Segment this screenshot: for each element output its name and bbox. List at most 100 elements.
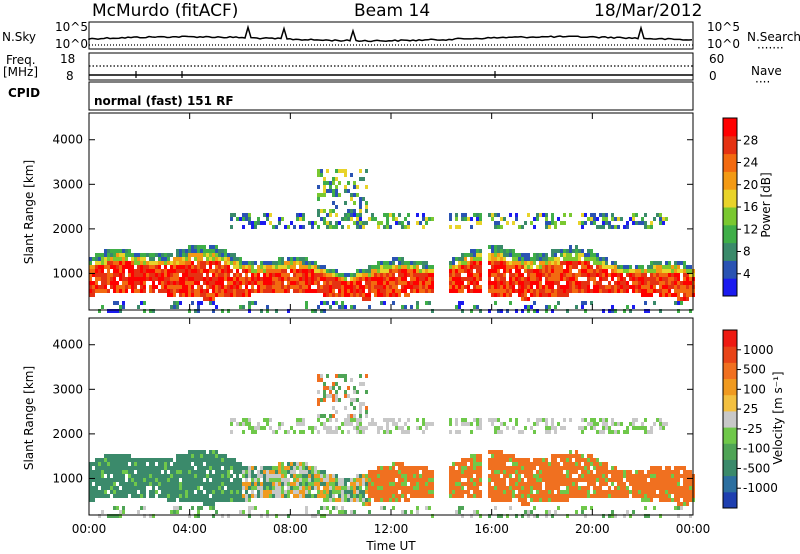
cell [533, 293, 536, 297]
cell [113, 249, 116, 253]
cell [362, 498, 365, 502]
cell [515, 514, 518, 518]
cell [602, 466, 605, 470]
cell [170, 486, 173, 490]
cell [488, 277, 491, 281]
cell [314, 273, 317, 277]
cell [197, 454, 200, 458]
cell [461, 486, 464, 490]
cell [650, 281, 653, 285]
cell [245, 418, 248, 422]
cell [542, 490, 545, 494]
cell [233, 494, 236, 498]
cell [344, 217, 347, 221]
cell [578, 273, 581, 277]
cell [170, 265, 173, 269]
cell [332, 285, 335, 289]
cell [581, 486, 584, 490]
cell [593, 466, 596, 470]
cell [200, 245, 203, 249]
cell [542, 462, 545, 466]
cell [200, 253, 203, 257]
cell [470, 257, 473, 261]
cell [95, 253, 98, 257]
cell [350, 478, 353, 482]
cell [470, 430, 473, 434]
cell [290, 281, 293, 285]
cell [95, 462, 98, 466]
cell [464, 257, 467, 261]
cell [218, 454, 221, 458]
cell [458, 482, 461, 486]
cell [128, 253, 131, 257]
cell [593, 426, 596, 430]
cell [581, 430, 584, 434]
cell [569, 277, 572, 281]
cell [413, 289, 416, 293]
cell [104, 281, 107, 285]
cell [548, 490, 551, 494]
cell [227, 466, 230, 470]
cell [569, 249, 572, 253]
cell [296, 474, 299, 478]
cell [257, 265, 260, 269]
cell [392, 269, 395, 273]
cell [608, 486, 611, 490]
cell [521, 462, 524, 466]
cell [341, 510, 344, 514]
cell [530, 510, 533, 514]
cell [662, 293, 665, 297]
cell [635, 418, 638, 422]
cell [248, 486, 251, 490]
cell [98, 462, 101, 466]
cell [212, 462, 215, 466]
cell [209, 285, 212, 289]
cell [323, 217, 326, 221]
cell [317, 169, 320, 173]
cell [203, 281, 206, 285]
cell [401, 269, 404, 273]
cell [377, 261, 380, 265]
cell [665, 285, 668, 289]
cell [461, 466, 464, 470]
cell [203, 474, 206, 478]
cell [218, 498, 221, 502]
cell [575, 466, 578, 470]
cell [680, 506, 683, 510]
cell [113, 454, 116, 458]
cell [161, 269, 164, 273]
cell [212, 482, 215, 486]
cell [275, 261, 278, 265]
cell [89, 486, 92, 490]
cbar-swatch [723, 394, 737, 412]
cell [404, 498, 407, 502]
cell [452, 289, 455, 293]
cell [515, 269, 518, 273]
cell [677, 514, 680, 518]
cell [218, 293, 221, 297]
cell [287, 289, 290, 293]
cell [494, 293, 497, 297]
cell [551, 462, 554, 466]
cell [521, 490, 524, 494]
cell [593, 482, 596, 486]
cell [134, 261, 137, 265]
cell [233, 462, 236, 466]
cell [227, 289, 230, 293]
cell [392, 498, 395, 502]
cell [638, 289, 641, 293]
cell [206, 490, 209, 494]
cell [335, 382, 338, 386]
cell [308, 482, 311, 486]
cell [119, 494, 122, 498]
cell [500, 289, 503, 293]
cell [599, 474, 602, 478]
cell [341, 285, 344, 289]
cell [359, 486, 362, 490]
cell [323, 470, 326, 474]
cell [272, 474, 275, 478]
cell [599, 494, 602, 498]
cell [233, 273, 236, 277]
cell [254, 506, 257, 510]
cell [506, 249, 509, 253]
